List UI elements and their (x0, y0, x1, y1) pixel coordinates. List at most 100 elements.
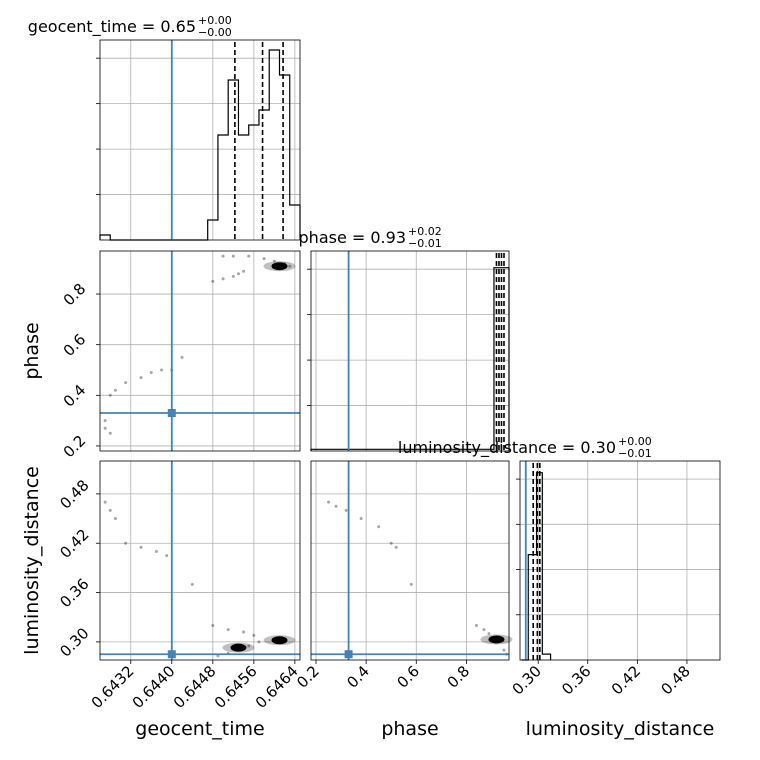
hist-title-sub-geocent_time: −0.00 (198, 26, 232, 39)
ytick-label-luminosity_distance-1: 0.36 (56, 575, 92, 611)
scatter-point-0-7 (149, 371, 153, 375)
scatter-point-0-2 (108, 431, 112, 435)
histogram-geocent_time (99, 49, 301, 241)
xtick-label-geocent_time-4: 0.6464 (252, 662, 302, 712)
scatter-point-1-6 (165, 554, 169, 558)
hist-title-geocent_time: geocent_time = 0.65 (28, 17, 196, 37)
scatter-point-0-16 (221, 254, 225, 258)
scatter-panel-phase-luminosity_distance (310, 460, 513, 661)
scatter-point-2-3 (359, 517, 363, 521)
scatter-panel-geocent_time-luminosity_distance (99, 460, 301, 661)
xtick-label-luminosity_distance-2: 0.42 (608, 662, 644, 698)
density-core-0-0 (271, 262, 288, 271)
scatter-point-1-15 (247, 644, 251, 648)
scatter-point-0-8 (160, 368, 164, 372)
density-core-1-0 (230, 643, 247, 652)
scatter-point-0-13 (231, 274, 235, 278)
scatter-point-0-17 (231, 254, 235, 258)
scatter-point-2-6 (394, 545, 398, 549)
scatter-point-1-8 (211, 623, 215, 627)
xaxis-label-phase: phase (381, 718, 438, 740)
density-core-1-1 (271, 636, 288, 645)
xtick-label-geocent_time-2: 0.6448 (170, 662, 220, 712)
scatter-point-1-3 (124, 541, 128, 545)
xtick-label-luminosity_distance-1: 0.36 (558, 662, 594, 698)
scatter-point-2-2 (344, 508, 348, 512)
hist-panel-geocent_time: geocent_time = 0.65 +0.00−0.00 (28, 14, 301, 241)
scatter-point-1-1 (108, 508, 112, 512)
scatter-point-0-6 (139, 376, 143, 380)
truth-marker-2 (344, 650, 353, 659)
scatter-point-0-22 (288, 264, 292, 268)
scatter-point-1-11 (252, 633, 256, 637)
scatter-point-0-20 (272, 259, 276, 263)
scatter-point-1-9 (226, 628, 230, 632)
xaxis-label-luminosity_distance: luminosity_distance (526, 718, 715, 740)
xtick-label-geocent_time-3: 0.6456 (211, 662, 261, 712)
xtick-label-phase-0: 0.2 (293, 662, 323, 692)
xtick-label-luminosity_distance-0: 0.30 (509, 662, 545, 698)
hist-title-phase: phase = 0.93 (299, 228, 406, 247)
scatter-point-0-5 (124, 381, 128, 385)
ytick-label-phase-0: 0.2 (60, 432, 90, 462)
scatter-point-0-1 (103, 419, 107, 423)
scatter-point-0-14 (236, 272, 240, 276)
hist-panel-phase: phase = 0.93 +0.02−0.01 (299, 225, 510, 452)
xtick-label-phase-1: 0.4 (343, 662, 373, 692)
scatter-frame-0 (99, 250, 301, 452)
hist-title-luminosity_distance: luminosity_distance = 0.30 (398, 438, 616, 458)
xaxis-label-geocent_time: geocent_time (135, 718, 264, 740)
scatter-point-2-5 (389, 541, 393, 545)
xtick-label-geocent_time-0: 0.6432 (88, 662, 138, 712)
ytick-label-phase-1: 0.4 (60, 381, 90, 411)
scatter-point-2-1 (334, 504, 338, 508)
scatter-panel-geocent_time-phase (99, 250, 301, 452)
scatter-point-0-15 (242, 269, 246, 273)
xtick-label-phase-3: 0.8 (444, 662, 474, 692)
scatter-point-1-5 (154, 549, 158, 553)
ytick-label-luminosity_distance-2: 0.42 (56, 526, 92, 562)
hist-title-sup-geocent_time: +0.00 (198, 14, 232, 27)
scatter-point-0-19 (262, 257, 266, 261)
xtick-label-luminosity_distance-3: 0.48 (657, 662, 693, 698)
hist-title-sup-phase: +0.02 (408, 225, 442, 238)
histogram-phase (310, 267, 510, 451)
scatter-point-1-16 (257, 640, 261, 644)
density-core-2-0 (488, 635, 505, 644)
scatter-point-0-12 (221, 277, 225, 281)
ytick-label-luminosity_distance-3: 0.48 (56, 476, 92, 512)
truth-marker-1 (167, 650, 176, 659)
scatter-frame-2 (310, 460, 510, 661)
scatter-point-1-4 (139, 545, 143, 549)
scatter-point-2-8 (474, 623, 478, 627)
hist-title-sub-luminosity_distance: −0.01 (618, 447, 652, 460)
histogram-luminosity_distance (521, 472, 552, 661)
ytick-label-luminosity_distance-0: 0.30 (56, 624, 92, 660)
xtick-label-phase-2: 0.6 (393, 662, 423, 692)
scatter-point-1-10 (242, 630, 246, 634)
scatter-point-1-2 (113, 517, 117, 521)
scatter-point-0-4 (113, 388, 117, 392)
scatter-point-2-7 (409, 582, 413, 586)
hist-frame-geocent_time (99, 39, 301, 241)
xtick-label-geocent_time-1: 0.6440 (129, 662, 179, 712)
scatter-point-2-9 (482, 628, 486, 632)
scatter-frame-1 (99, 460, 301, 661)
hist-panel-luminosity_distance: luminosity_distance = 0.30 +0.00−0.01 (398, 435, 721, 661)
scatter-point-0-10 (180, 355, 184, 359)
ytick-label-phase-3: 0.8 (60, 280, 90, 310)
scatter-point-2-12 (502, 648, 506, 652)
ytick-label-phase-2: 0.6 (60, 330, 90, 360)
yaxis-label-phase: phase (21, 322, 43, 379)
scatter-point-0-11 (211, 279, 215, 283)
hist-frame-phase (310, 250, 510, 452)
scatter-point-0-0 (103, 426, 107, 430)
yaxis-label-luminosity_distance: luminosity_distance (21, 466, 43, 655)
scatter-point-2-10 (487, 632, 491, 636)
scatter-point-2-0 (327, 500, 331, 504)
hist-title-sup-luminosity_distance: +0.00 (618, 435, 652, 448)
scatter-point-1-0 (103, 500, 107, 504)
scatter-point-0-3 (108, 393, 112, 397)
scatter-point-0-18 (247, 254, 251, 258)
